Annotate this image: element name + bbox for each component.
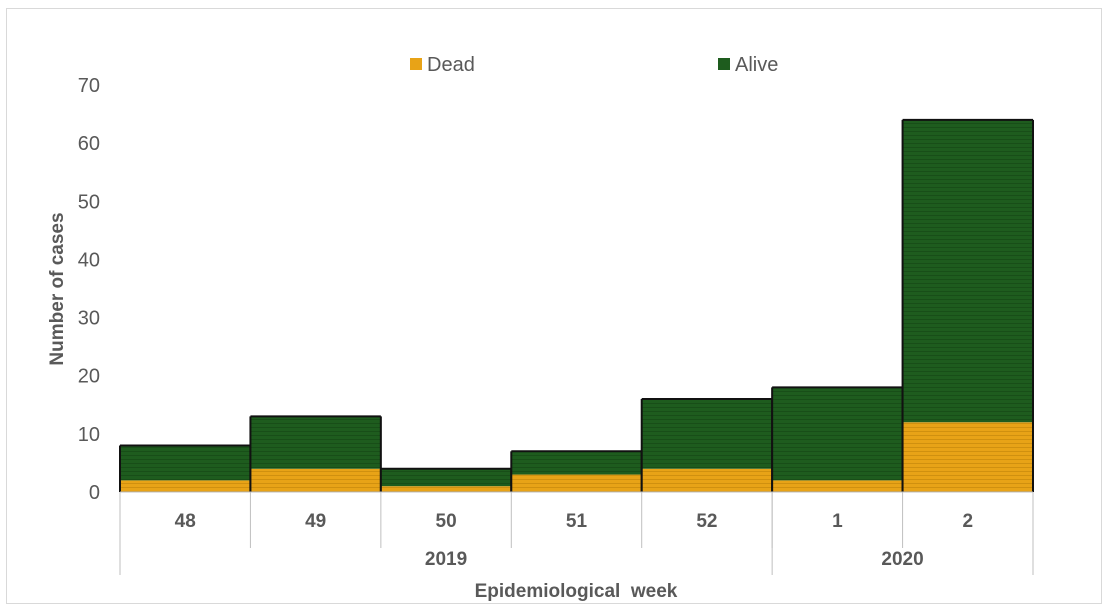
bar-alive-48 [120,445,251,481]
x-tick-label: 49 [305,511,326,532]
bar-alive-1 [772,387,903,481]
x-tick-label: 51 [566,511,588,532]
legend-label-dead: Dead [427,54,475,76]
x-tick-label: 1 [832,511,843,532]
x-tick-label: 50 [436,511,457,532]
x-group-label: 2020 [881,549,923,570]
legend-label-alive: Alive [735,54,778,76]
legend-swatch-alive [718,58,730,70]
bar-dead-2 [902,422,1033,492]
x-axis: 48 49 50 51 52 1 2 2019 2020 [119,491,1034,575]
legend: Dead Alive [410,54,778,76]
bar-alive-50 [380,468,512,487]
bar-alive-49 [250,416,381,469]
bar-dead-48 [120,480,251,492]
bar-alive-51 [511,451,642,475]
y-axis-title: Number of cases [47,212,68,365]
bars [119,118,1034,492]
y-tick-label: 0 [89,482,100,504]
y-axis: 0 10 20 30 40 50 60 70 [78,75,100,504]
y-tick-label: 10 [78,424,100,446]
x-tick-label: 2 [962,511,973,532]
x-tick-label: 52 [696,511,717,532]
bar-dead-52 [641,468,773,492]
x-axis-title: Epidemiological week [475,581,678,602]
bar-alive-52 [641,398,773,469]
y-tick-label: 40 [78,249,100,271]
bar-dead-1 [772,480,903,492]
x-group-label: 2019 [425,549,467,570]
bar-dead-50 [380,486,512,492]
y-tick-label: 30 [78,308,100,330]
legend-swatch-dead [410,58,422,70]
y-tick-label: 20 [78,366,100,388]
y-tick-label: 60 [78,133,100,155]
y-tick-label: 50 [78,191,100,213]
x-tick-label: 48 [175,511,196,532]
bar-alive-2 [902,119,1033,423]
y-tick-label: 70 [78,75,100,97]
bar-dead-51 [511,474,642,492]
bar-dead-49 [250,468,381,492]
